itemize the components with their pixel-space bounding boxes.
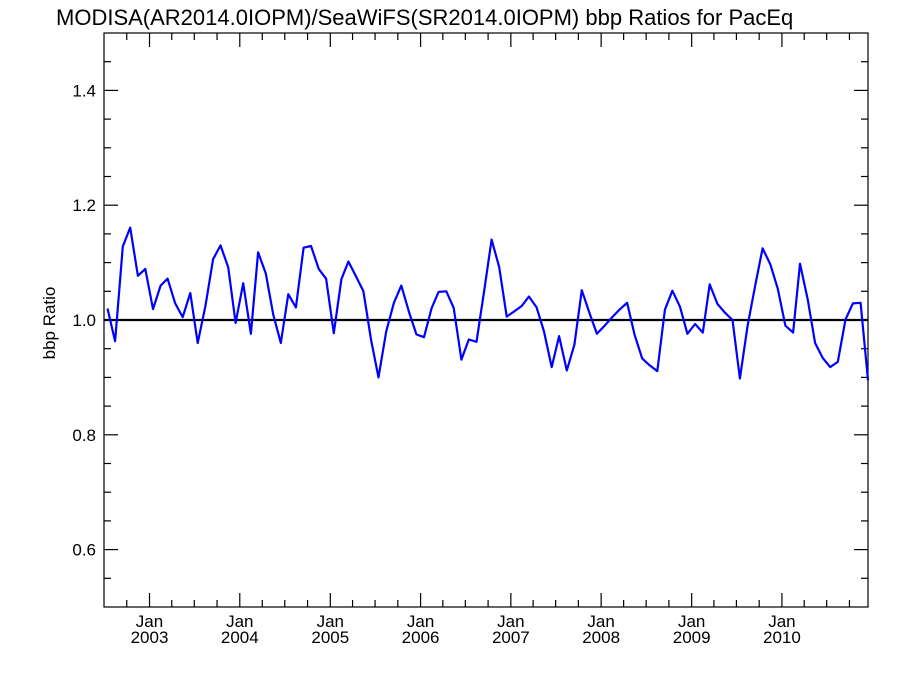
y-tick-label: 1.0	[72, 311, 96, 330]
x-tick-year-label: 2004	[221, 628, 259, 647]
x-tick-month-label: Jan	[678, 612, 705, 631]
y-tick-label: 1.4	[72, 81, 96, 100]
x-tick-year-label: 2005	[311, 628, 349, 647]
x-tick-month-label: Jan	[587, 612, 614, 631]
y-tick-label: 1.2	[72, 196, 96, 215]
x-tick-month-label: Jan	[497, 612, 524, 631]
y-axis-label: bbp Ratio	[40, 287, 59, 360]
x-tick-month-label: Jan	[317, 612, 344, 631]
y-axis-ticks: 0.6 0.8 1.0 1.2 1.4	[72, 61, 868, 579]
x-tick-year-label: 2008	[582, 628, 620, 647]
y-tick-label: 0.8	[72, 426, 96, 445]
x-tick-month-label: Jan	[768, 612, 795, 631]
series-group	[106, 226, 870, 381]
x-axis-ticks: Jan2003Jan2004Jan2005Jan2006Jan2007Jan20…	[126, 33, 851, 647]
x-tick-year-label: 2003	[131, 628, 169, 647]
series-line-0	[106, 226, 870, 381]
x-tick-year-label: 2006	[402, 628, 440, 647]
x-tick-month-label: Jan	[226, 612, 253, 631]
x-tick-year-label: 2007	[492, 628, 530, 647]
y-tick-label: 0.6	[72, 541, 96, 560]
x-tick-year-label: 2009	[673, 628, 711, 647]
x-tick-year-label: 2010	[763, 628, 801, 647]
x-tick-month-label: Jan	[136, 612, 163, 631]
chart-title: MODISA(AR2014.0IOPM)/SeaWiFS(SR2014.0IOP…	[56, 5, 793, 30]
x-tick-month-label: Jan	[407, 612, 434, 631]
